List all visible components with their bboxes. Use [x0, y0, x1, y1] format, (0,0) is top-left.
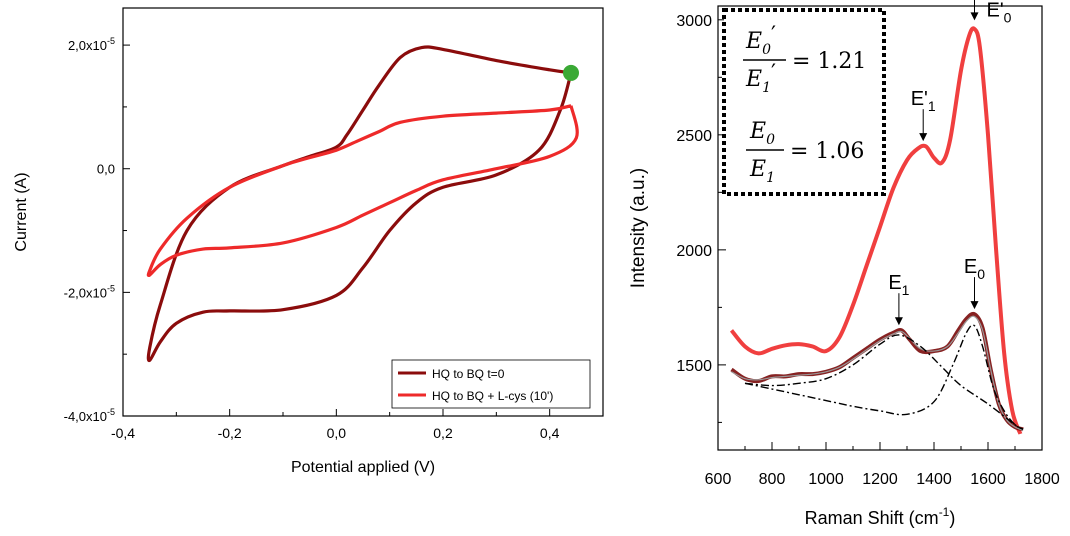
- cv-y-tick-label: -4,0x10-5: [64, 407, 115, 424]
- cv-series-group: [146, 45, 579, 363]
- cv-start-marker: [563, 64, 579, 81]
- raman-series-0-line: [729, 26, 1023, 435]
- cv-x-ticks: -0,4 -0,2 0,0 0,2 0,4: [111, 409, 560, 441]
- raman-series-3-line: [744, 334, 1024, 430]
- raman-x-tick-label: 600: [705, 471, 732, 488]
- raman-annotation-arrowhead: [919, 133, 928, 142]
- raman-y-ticks: 1500 2000 2500 3000: [676, 13, 726, 423]
- raman-annotation-arrowhead: [970, 12, 979, 21]
- cv-y-tick-label: -2,0x10-5: [64, 283, 115, 300]
- cv-y-tick-label: 2,0x10-5: [68, 36, 115, 53]
- raman-annotation-label: E1: [888, 272, 909, 298]
- raman-x-axis-label: Raman Shift (cm-1): [805, 505, 956, 528]
- raman-series-4-line: [744, 324, 1024, 430]
- raman-series-1-line: [730, 311, 1024, 432]
- cv-legend-label-1: HQ to BQ + L-cys (10'): [432, 389, 553, 403]
- raman-y-tick-label: 2000: [676, 243, 712, 260]
- raman-chart: 600 800 1000 1200 1400 1600 1800 1500 2000 2500 3…: [628, 0, 1060, 528]
- cv-x-tick-label: 0,0: [327, 425, 347, 441]
- raman-annotations: E'0 E'1 E1 E0: [888, 0, 1012, 326]
- raman-ratio-inset: E0′ E1′ = 1.21 E0 E1 = 1.06: [722, 8, 886, 196]
- cv-legend: HQ to BQ t=0 HQ to BQ + L-cys (10'): [391, 359, 591, 409]
- raman-y-tick-label: 3000: [676, 13, 712, 30]
- raman-y-axis-label: Intensity (a.u.): [628, 168, 649, 288]
- raman-x-tick-label: 1000: [808, 471, 844, 488]
- cv-series-1-line: [146, 104, 579, 278]
- cv-y-ticks: -4,0x10-5 -2,0x10-5 0,0 2,0x10-5: [64, 36, 130, 424]
- cv-chart: -0,4 -0,2 0,0 0,2 0,4 -4,0x10-5 -2,0x10-5 0,0 2…: [13, 7, 604, 476]
- raman-y-tick-label: 1500: [676, 358, 712, 375]
- raman-annotation-label: E0: [964, 256, 985, 282]
- raman-annotation-label: E'1: [911, 88, 936, 114]
- cv-y-axis-label: Current (A): [13, 172, 30, 251]
- cv-x-axis-label: Potential applied (V): [291, 459, 435, 476]
- raman-x-tick-label: 1200: [862, 471, 898, 488]
- raman-annotation-arrowhead: [894, 317, 903, 326]
- cv-x-tick-label: 0,2: [433, 425, 453, 441]
- inset-box: [722, 8, 886, 196]
- eq1-value: = 1.21: [792, 49, 866, 74]
- cv-y-tick-label: 0,0: [97, 162, 115, 177]
- eq1-denominator: E1′: [745, 61, 776, 96]
- raman-x-tick-label: 1400: [916, 471, 952, 488]
- cv-legend-box: [391, 359, 591, 409]
- cv-x-tick-label: 0,4: [540, 425, 560, 441]
- cv-x-tick-label: -0,4: [111, 425, 135, 441]
- raman-y-tick-label: 2500: [676, 128, 712, 145]
- cv-series-0-line: [146, 45, 573, 363]
- raman-x-tick-label: 800: [759, 471, 786, 488]
- raman-x-tick-label: 1800: [1024, 471, 1060, 488]
- eq2-value: = 1.06: [790, 139, 864, 164]
- cv-legend-label-0: HQ to BQ t=0: [432, 367, 505, 381]
- raman-series-2-line: [731, 315, 1024, 432]
- raman-annotation-label: E'0: [987, 0, 1012, 25]
- raman-series-group: [729, 26, 1024, 435]
- raman-x-tick-label: 1600: [970, 471, 1006, 488]
- cv-plot-frame: [122, 7, 604, 417]
- eq1-numerator: E0′: [745, 23, 776, 58]
- raman-annotation-arrowhead: [970, 301, 979, 310]
- cv-x-tick-label: -0,2: [218, 425, 242, 441]
- raman-x-ticks: 600 800 1000 1200 1400 1600 1800: [705, 442, 1060, 488]
